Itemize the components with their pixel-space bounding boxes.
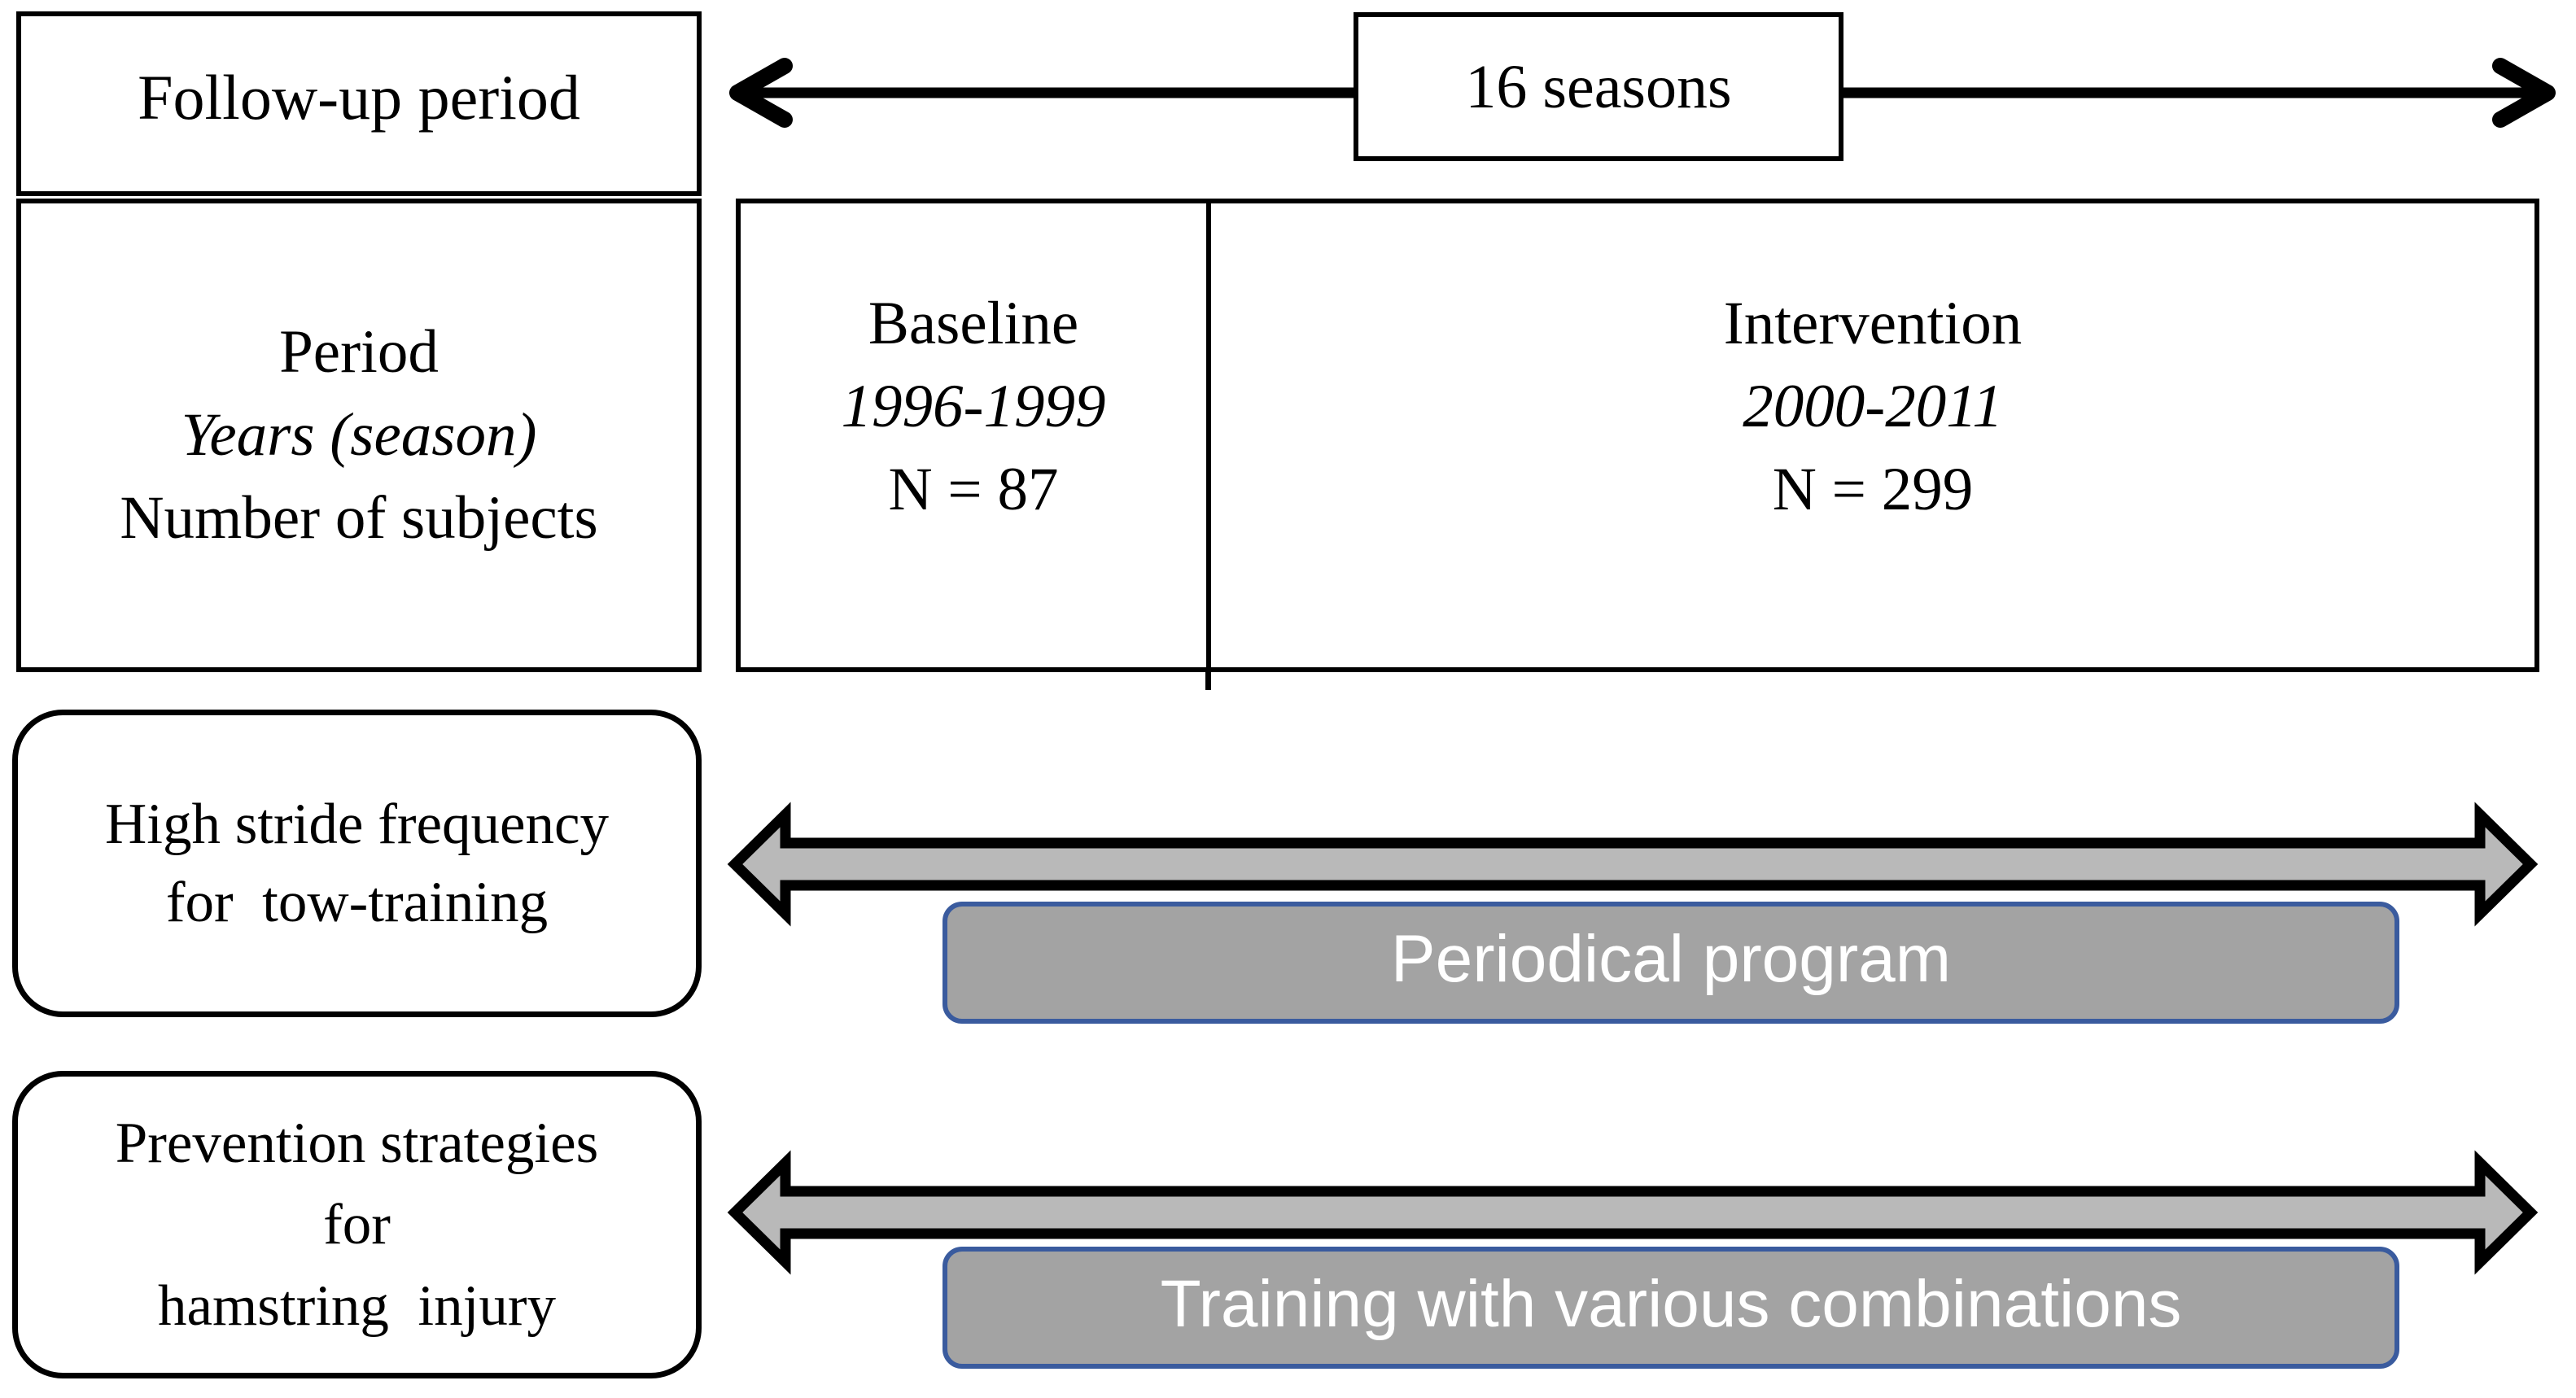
arrow-left-head [729, 58, 793, 128]
stride-frequency-line1: High stride frequency [104, 793, 610, 856]
number-of-subjects-label: Number of subjects [120, 484, 598, 552]
training-combinations-bar: Training with various combinations [942, 1247, 2399, 1369]
prevention-strategies-box: Prevention strategies for hamstring inju… [12, 1071, 702, 1378]
intervention-subjects: N = 299 [1772, 456, 1974, 523]
years-season-label: Years (season) [181, 401, 537, 469]
arrow-right-head [2492, 58, 2556, 128]
block-arrow-shape [727, 1150, 2539, 1275]
stride-frequency-line2: for tow-training [165, 871, 549, 934]
prevention-line3: hamstring injury [157, 1274, 557, 1338]
tow-training-double-arrow-icon [727, 802, 2539, 927]
seasons-label: 16 seasons [1465, 52, 1732, 121]
prevention-line2: for [323, 1193, 391, 1256]
prevention-line1: Prevention strategies [115, 1112, 599, 1175]
baseline-years: 1996-1999 [841, 373, 1106, 440]
stride-frequency-box: High stride frequency for tow-training [12, 710, 702, 1017]
periodical-program-label: Periodical program [1390, 922, 1952, 996]
baseline-subjects: N = 87 [888, 456, 1059, 523]
followup-period-label: Follow-up period [138, 61, 580, 133]
followup-period-box: Follow-up period [16, 11, 702, 196]
period-label: Period [279, 318, 439, 386]
intervention-years: 2000-2011 [1743, 373, 2003, 440]
intervention-name: Intervention [1723, 290, 2023, 357]
period-row-labels-box: Period Years (season) Number of subjects [16, 199, 702, 672]
intervention-cell: Intervention 2000-2011 N = 299 [1206, 199, 2539, 672]
baseline-cell: Baseline 1996-1999 N = 87 [736, 199, 1211, 672]
prevention-double-arrow-icon [727, 1150, 2539, 1275]
baseline-name: Baseline [868, 290, 1079, 357]
baseline-intervention-divider-tick [1205, 669, 1211, 690]
seasons-box: 16 seasons [1354, 12, 1843, 161]
periodical-program-bar: Periodical program [942, 902, 2399, 1024]
training-combinations-label: Training with various combinations [1160, 1267, 2182, 1341]
block-arrow-shape [727, 802, 2539, 927]
